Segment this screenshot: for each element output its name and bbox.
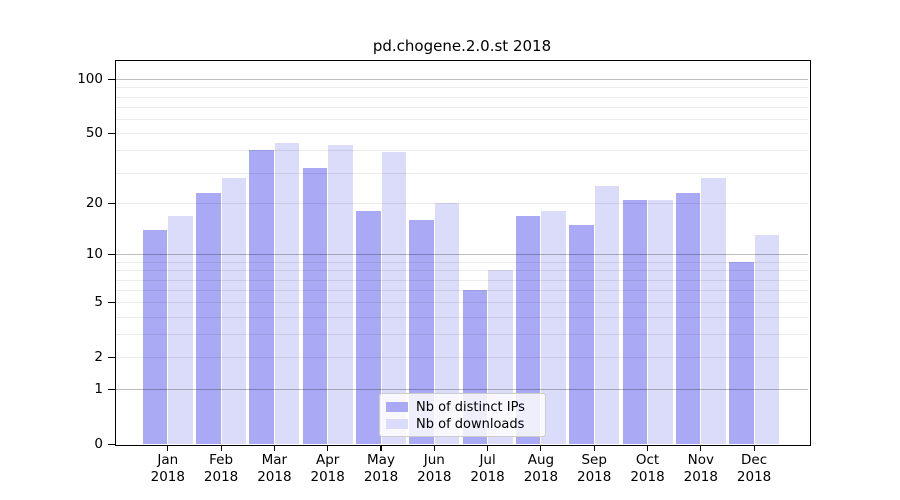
gridline-minor-6 xyxy=(116,290,808,292)
bar-dec-ips xyxy=(729,262,754,444)
gridline-minor-40 xyxy=(116,150,808,152)
bar-sep-ips xyxy=(569,224,594,444)
x-tick-label-aug: Aug 2018 xyxy=(511,452,571,486)
x-tick-year-jun: 2018 xyxy=(417,469,452,485)
gridline-minor-30 xyxy=(116,172,808,174)
x-tick-label-apr: Apr 2018 xyxy=(298,452,358,486)
gridline-minor-2 xyxy=(116,357,808,359)
legend-label-distinct-ips: Nb of distinct IPs xyxy=(416,399,525,415)
bar-dec-downloads xyxy=(754,235,780,444)
x-tick-label-may: May 2018 xyxy=(351,452,411,486)
bar-feb-ips xyxy=(196,192,221,444)
x-tick-year-nov: 2018 xyxy=(683,469,718,485)
legend-swatch-downloads xyxy=(386,419,408,429)
gridline-minor-50 xyxy=(116,133,808,135)
bar-jan-ips xyxy=(142,229,168,444)
bar-mar-ips xyxy=(249,150,274,444)
bar-sep-downloads xyxy=(594,186,620,444)
x-tick-label-dec: Dec 2018 xyxy=(724,452,784,486)
gridline-major-10 xyxy=(116,254,808,256)
legend-row-distinct-ips: Nb of distinct IPs xyxy=(386,399,545,416)
x-tick-jul xyxy=(487,445,489,451)
x-tick-year-may: 2018 xyxy=(363,469,399,485)
x-tick-year-aug: 2018 xyxy=(523,469,559,485)
gridline-minor-70 xyxy=(116,107,808,109)
y-tick-label-50: 50 xyxy=(85,125,103,142)
y-tick-50 xyxy=(108,132,115,134)
x-tick-year-jan: 2018 xyxy=(150,469,185,485)
gridline-minor-4 xyxy=(116,316,808,318)
legend-swatch-distinct-ips xyxy=(386,402,408,412)
x-tick-jan xyxy=(167,445,169,451)
y-tick-label-2: 2 xyxy=(94,349,103,366)
x-tick-label-jul: Jul 2018 xyxy=(458,452,518,486)
legend: Nb of distinct IPs Nb of downloads xyxy=(379,392,546,437)
y-tick-10 xyxy=(108,253,115,256)
x-tick-label-feb: Feb 2018 xyxy=(191,452,251,486)
gridline-minor-90 xyxy=(116,87,808,89)
x-tick-may xyxy=(380,445,382,451)
x-tick-jun xyxy=(433,445,435,451)
gridline-minor-9 xyxy=(116,262,808,263)
x-tick-dec xyxy=(753,445,755,451)
bar-apr-ips xyxy=(302,167,328,444)
bar-mar-downloads xyxy=(274,143,300,444)
gridline-minor-80 xyxy=(116,96,808,98)
x-tick-year-apr: 2018 xyxy=(310,469,345,485)
y-tick-label-0: 0 xyxy=(94,436,103,452)
x-tick-label-oct: Oct 2018 xyxy=(618,452,678,486)
y-tick-100 xyxy=(108,78,115,80)
x-tick-year-mar: 2018 xyxy=(257,469,292,485)
y-tick-label-10: 10 xyxy=(85,246,103,263)
x-tick-feb xyxy=(220,445,222,451)
gridline-major-1 xyxy=(116,389,808,391)
legend-row-downloads: Nb of downloads xyxy=(386,416,545,433)
bar-may-ips xyxy=(356,211,381,444)
x-tick-apr xyxy=(327,445,329,451)
gridline-minor-5 xyxy=(116,302,808,304)
chart-title: pd.chogene.2.0.st 2018 xyxy=(372,37,552,55)
bar-jan-downloads xyxy=(168,215,193,444)
x-tick-aug xyxy=(540,445,542,451)
gridline-minor-20 xyxy=(116,203,808,205)
y-tick-label-5: 5 xyxy=(94,294,103,311)
gridline-major-100 xyxy=(116,79,808,81)
x-tick-label-mar: Mar 2018 xyxy=(244,452,304,486)
bar-oct-downloads xyxy=(648,199,673,444)
gridline-minor-8 xyxy=(116,270,808,272)
y-tick-0 xyxy=(108,443,115,445)
x-tick-label-jun: Jun 2018 xyxy=(404,452,464,486)
y-tick-20 xyxy=(108,202,115,205)
bar-oct-ips xyxy=(622,199,647,444)
bar-nov-ips xyxy=(675,192,701,444)
x-tick-year-oct: 2018 xyxy=(630,469,665,485)
bar-nov-downloads xyxy=(701,177,726,444)
x-tick-mar xyxy=(273,445,275,451)
y-tick-1 xyxy=(108,388,115,390)
legend-label-downloads: Nb of downloads xyxy=(416,416,525,432)
gridline-minor-3 xyxy=(116,334,808,336)
y-tick-label-100: 100 xyxy=(77,71,103,88)
gridline-minor-60 xyxy=(116,119,808,121)
bar-feb-downloads xyxy=(221,177,247,444)
y-tick-label-20: 20 xyxy=(85,195,103,212)
x-tick-year-feb: 2018 xyxy=(203,469,239,485)
x-tick-sep xyxy=(593,445,595,451)
x-tick-year-dec: 2018 xyxy=(736,469,772,485)
y-tick-label-1: 1 xyxy=(94,381,103,398)
gridline-minor-7 xyxy=(116,279,808,281)
x-tick-label-sep: Sep 2018 xyxy=(564,452,624,486)
y-tick-2 xyxy=(108,356,115,358)
x-tick-year-sep: 2018 xyxy=(577,469,612,485)
x-tick-oct xyxy=(646,445,649,451)
x-tick-nov xyxy=(700,445,702,451)
y-tick-5 xyxy=(108,301,115,304)
x-tick-label-nov: Nov 2018 xyxy=(671,452,731,486)
bar-apr-downloads xyxy=(328,144,353,444)
x-tick-year-jul: 2018 xyxy=(470,469,505,485)
x-tick-label-jan: Jan 2018 xyxy=(138,452,198,486)
